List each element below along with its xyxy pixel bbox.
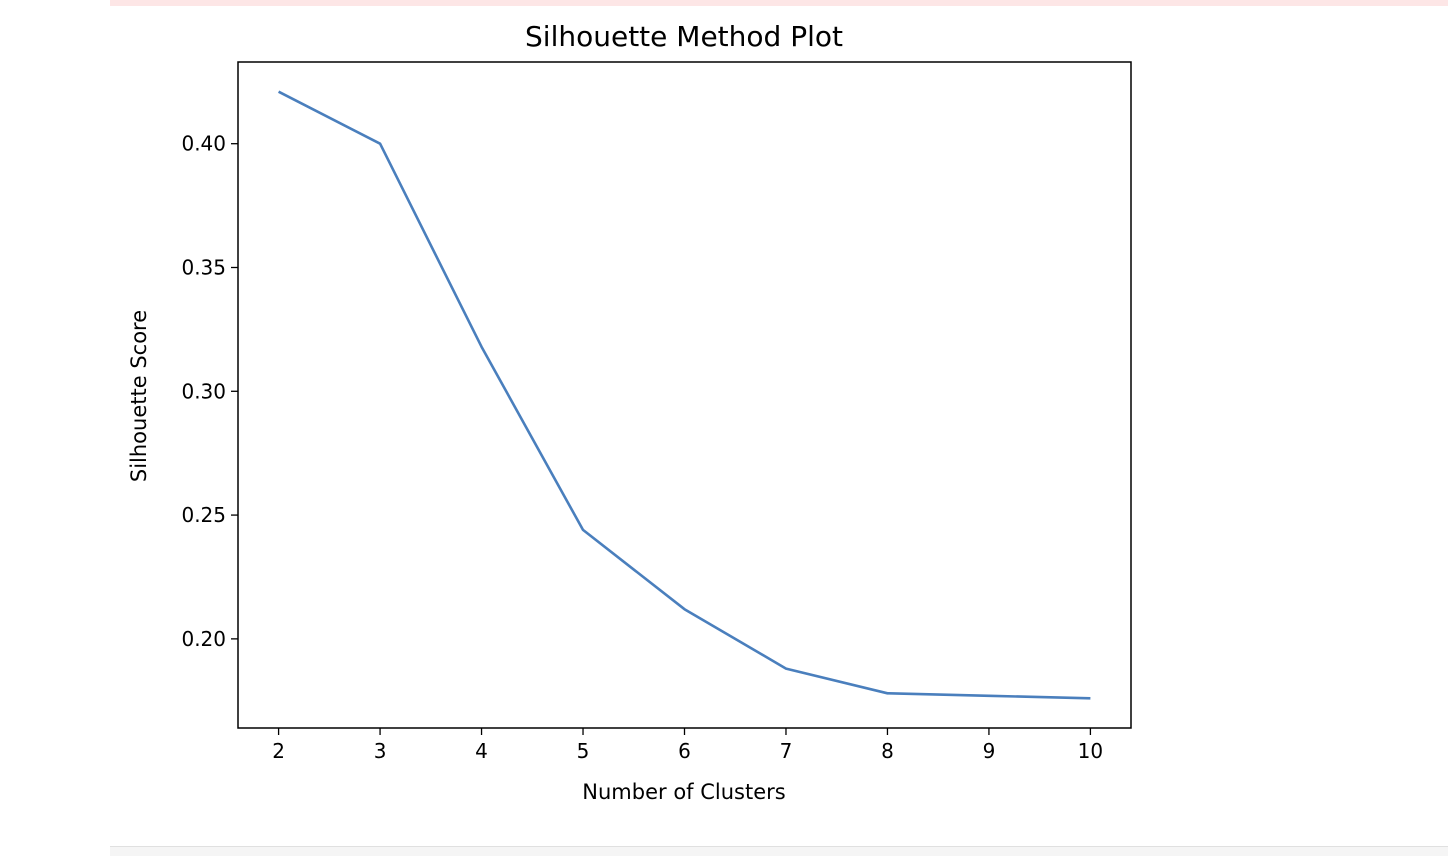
y-tick-label: 0.20 — [181, 627, 226, 651]
y-tick-label: 0.30 — [181, 379, 226, 403]
x-tick-label: 7 — [780, 739, 793, 763]
x-tick-label: 9 — [983, 739, 996, 763]
stderr-output-strip — [110, 0, 1448, 6]
series-line — [278, 90, 1091, 700]
x-tick-label: 3 — [374, 739, 387, 763]
y-axis-ticks: 0.20 0.25 0.30 0.35 0.40 — [181, 132, 238, 651]
x-tick-label: 2 — [272, 739, 285, 763]
x-tick-label: 10 — [1078, 739, 1103, 763]
y-tick-label: 0.25 — [181, 503, 226, 527]
x-tick-label: 4 — [475, 739, 488, 763]
x-axis-ticks: 2 3 4 5 6 7 8 9 10 — [272, 728, 1103, 763]
x-axis-label: Number of Clusters — [582, 780, 785, 804]
x-tick-label: 6 — [678, 739, 691, 763]
y-tick-label: 0.35 — [181, 255, 226, 279]
plot-area-frame — [237, 61, 1132, 729]
y-axis-label: Silhouette Score — [127, 310, 151, 482]
x-tick-label: 8 — [881, 739, 894, 763]
x-tick-label: 5 — [577, 739, 590, 763]
next-cell-strip — [110, 846, 1448, 856]
chart-title: Silhouette Method Plot — [525, 20, 843, 53]
y-tick-label: 0.40 — [181, 132, 226, 156]
